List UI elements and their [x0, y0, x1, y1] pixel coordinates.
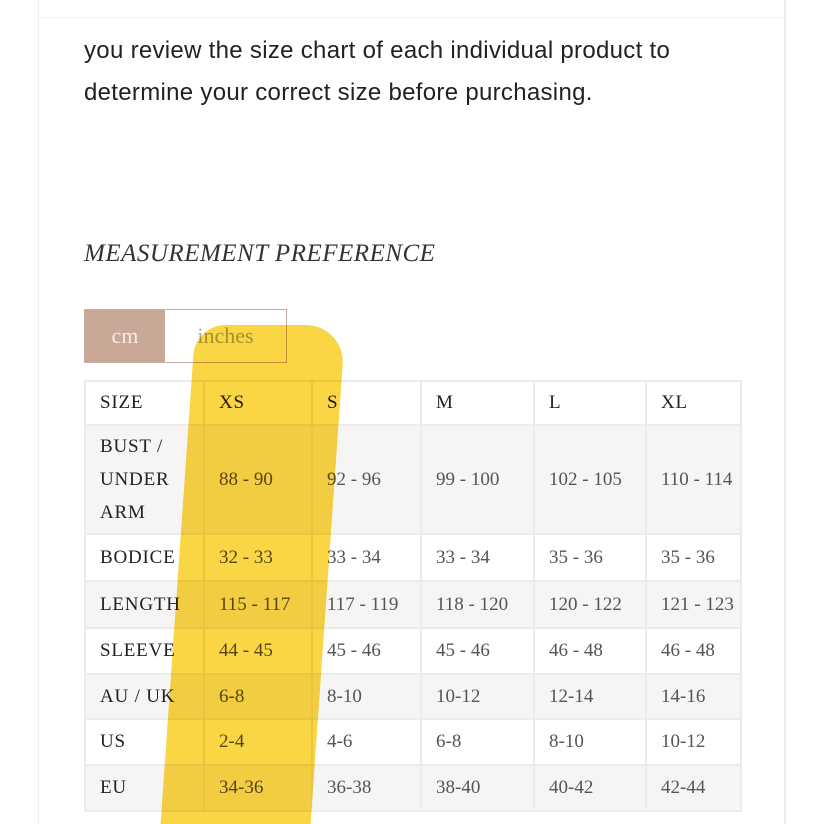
size-value-cell: 46 - 48 [645, 627, 742, 675]
size-value-cell: 33 - 34 [420, 533, 535, 582]
size-value-cell: 118 - 120 [420, 580, 535, 629]
size-value-cell: 42-44 [645, 764, 742, 812]
column-header: L [533, 380, 647, 426]
column-header: SIZE [84, 380, 205, 426]
size-value-cell: 99 - 100 [420, 424, 535, 535]
size-value-cell: 14-16 [645, 673, 742, 720]
size-value-cell: 36-38 [311, 764, 422, 812]
size-value-cell: 12-14 [533, 673, 647, 720]
size-value-cell: 35 - 36 [533, 533, 647, 582]
size-value-cell: 35 - 36 [645, 533, 742, 582]
frame-border-left [38, 0, 39, 824]
size-value-cell: 10-12 [420, 673, 535, 720]
frame-border-right [784, 0, 786, 824]
size-value-cell: 120 - 122 [533, 580, 647, 629]
size-value-cell: 121 - 123 [645, 580, 742, 629]
intro-text: you review the size chart of each indivi… [84, 37, 671, 106]
size-value-cell: 8-10 [533, 718, 647, 766]
size-value-cell: 38-40 [420, 764, 535, 812]
size-value-cell: 6-8 [420, 718, 535, 766]
size-value-cell: 45 - 46 [311, 627, 422, 675]
size-value-cell: 46 - 48 [533, 627, 647, 675]
size-value-cell: 4-6 [311, 718, 422, 766]
table-header-row: SIZEXSSMLXL [84, 380, 742, 426]
unit-cm-button[interactable]: cm [85, 310, 165, 362]
column-header: M [420, 380, 535, 426]
size-value-cell: 8-10 [311, 673, 422, 720]
column-header: XL [645, 380, 742, 426]
size-value-cell: 117 - 119 [311, 580, 422, 629]
size-value-cell: 110 - 114 [645, 424, 742, 535]
size-value-cell: 40-42 [533, 764, 647, 812]
size-value-cell: 102 - 105 [533, 424, 647, 535]
size-value-cell: 45 - 46 [420, 627, 535, 675]
size-value-cell: 10-12 [645, 718, 742, 766]
frame-border-top [38, 17, 786, 18]
measurement-preference-title: MEASUREMENT PREFERENCE [84, 240, 436, 267]
